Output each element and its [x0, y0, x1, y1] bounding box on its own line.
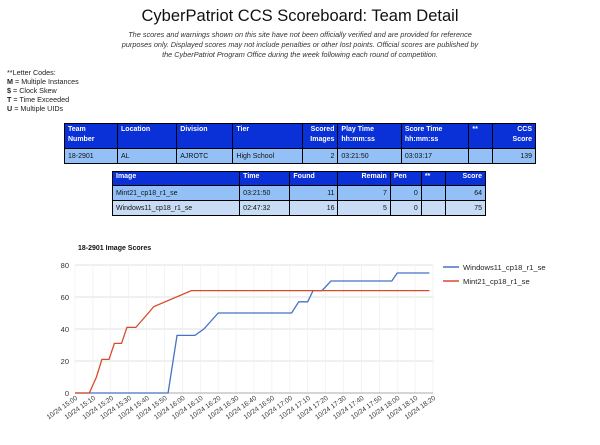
- header-pen[interactable]: Pen: [389, 171, 422, 186]
- header-location[interactable]: Location: [117, 123, 178, 149]
- legend-item: M = Multiple Instances: [7, 77, 79, 86]
- legend-code: U: [7, 104, 13, 113]
- header-flags[interactable]: **: [468, 123, 494, 149]
- header-found[interactable]: Found: [289, 171, 339, 186]
- cell-scored-images: 2: [302, 148, 339, 164]
- cell-location: AL: [117, 148, 178, 164]
- header-division[interactable]: Division: [176, 123, 234, 149]
- legend-text: = Clock Skew: [11, 86, 57, 95]
- legend-text: = Multiple Instances: [13, 77, 79, 86]
- cell-time: 02:47:32: [239, 200, 291, 216]
- cell-found: 11: [289, 185, 339, 201]
- cell-score-time: 03:03:17: [400, 148, 470, 164]
- header-image[interactable]: Image: [111, 171, 241, 186]
- cell-image: Windows11_cp18_r1_se: [111, 200, 241, 216]
- cell-score: 64: [445, 185, 486, 201]
- team-summary-table: Team Number Location Division Tier Scored…: [63, 123, 536, 164]
- y-tick-label: 80: [61, 261, 69, 270]
- y-tick-label: 40: [61, 325, 69, 334]
- series-line-1: [75, 289, 430, 394]
- cell-remain: 5: [337, 200, 391, 216]
- legend-code: $: [7, 86, 11, 95]
- table-row: Windows11_cp18_r1_se 02:47:32 16 5 0 75: [111, 200, 486, 216]
- cell-flags: [420, 200, 447, 216]
- table-row: Mint21_cp18_r1_se 03:21:50 11 7 0 64: [111, 185, 486, 201]
- cell-pen: 0: [389, 185, 422, 201]
- cell-remain: 7: [337, 185, 391, 201]
- legend-code: T: [7, 95, 12, 104]
- legend-item: T = Time Exceeded: [7, 95, 79, 104]
- header-ccs-score[interactable]: CCS Score: [492, 123, 536, 149]
- legend-item: $ = Clock Skew: [7, 86, 79, 95]
- legend-label-1: Mint21_cp18_r1_se: [463, 277, 530, 286]
- header-score-time[interactable]: Score Time hh:mm:ss: [400, 123, 470, 149]
- header-scored-images[interactable]: Scored Images: [302, 123, 339, 149]
- table-header-row: Image Time Found Remain Pen ** Score: [111, 171, 486, 186]
- header-tier[interactable]: Tier: [232, 123, 304, 149]
- legend-text: = Time Exceeded: [11, 95, 70, 104]
- chart-title: 18-2901 Image Scores: [78, 245, 152, 252]
- cell-team-number: 18-2901: [63, 148, 119, 164]
- image-scores-table: Image Time Found Remain Pen ** Score Min…: [111, 171, 486, 216]
- header-score[interactable]: Score: [445, 171, 486, 186]
- disclaimer-text: The scores and warnings shown on this si…: [121, 30, 479, 59]
- legend-code: M: [7, 77, 13, 86]
- cell-ccs-score: 139: [492, 148, 536, 164]
- legend-heading: **Letter Codes:: [7, 68, 56, 77]
- header-time[interactable]: Time: [239, 171, 291, 186]
- table-row: 18-2901 AL AJROTC High School 2 03:21:50…: [63, 148, 536, 164]
- header-team-number[interactable]: Team Number: [63, 123, 119, 149]
- header-remain[interactable]: Remain: [337, 171, 391, 186]
- legend-label-0: Windows11_cp18_r1_se: [463, 263, 546, 272]
- table-header-row: Team Number Location Division Tier Scored…: [63, 123, 536, 149]
- cell-time: 03:21:50: [239, 185, 291, 201]
- y-tick-label: 20: [61, 357, 69, 366]
- header-play-time[interactable]: Play Time hh:mm:ss: [337, 123, 402, 149]
- legend-text: = Multiple UIDs: [12, 104, 64, 113]
- cell-flags: [468, 148, 494, 164]
- y-tick-label: 60: [61, 293, 69, 302]
- cell-found: 16: [289, 200, 339, 216]
- cell-flags: [420, 185, 447, 201]
- cell-tier: High School: [232, 148, 304, 164]
- letter-codes-legend: **Letter Codes: M = Multiple Instances $…: [7, 68, 79, 113]
- y-tick-label: 0: [65, 389, 69, 398]
- page-title: CyberPatriot CCS Scoreboard: Team Detail: [141, 7, 459, 25]
- legend-item: U = Multiple UIDs: [7, 104, 79, 113]
- cell-play-time: 03:21:50: [337, 148, 402, 164]
- header-flags[interactable]: **: [420, 171, 447, 186]
- cell-image: Mint21_cp18_r1_se: [111, 185, 241, 201]
- cell-division: AJROTC: [176, 148, 234, 164]
- cell-pen: 0: [389, 200, 422, 216]
- cell-score: 75: [445, 200, 486, 216]
